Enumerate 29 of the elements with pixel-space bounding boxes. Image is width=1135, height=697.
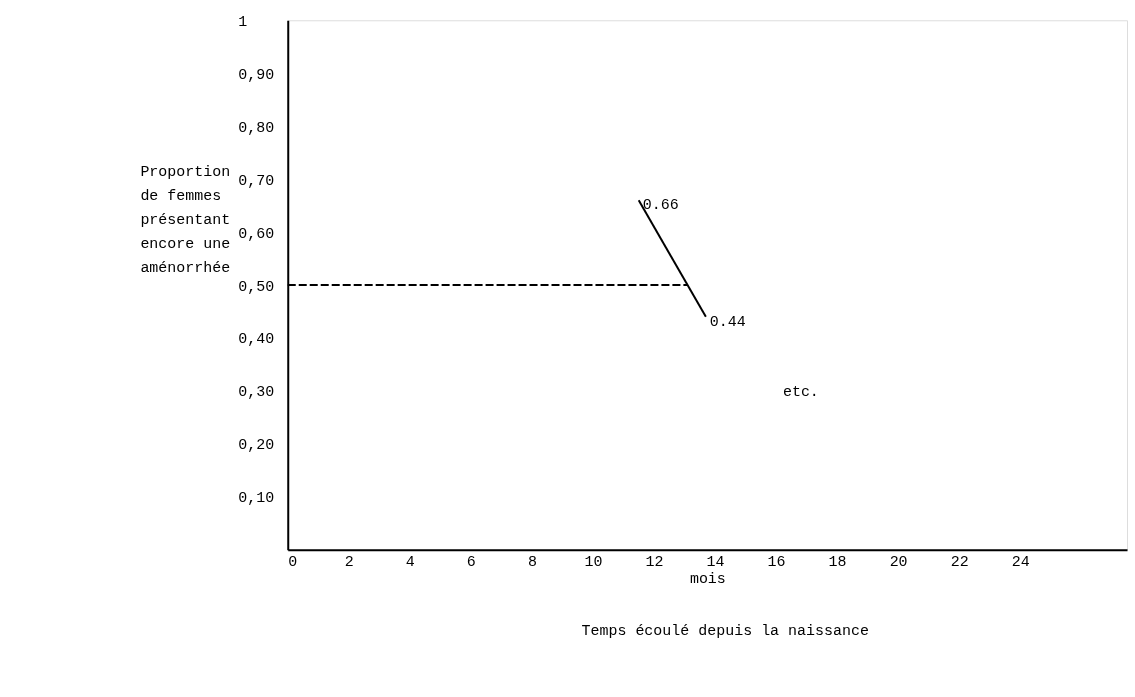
x-tick-label: 16 (767, 554, 786, 571)
x-axis-title: mois (689, 571, 726, 588)
y-tick-label: 0,50 (238, 278, 275, 295)
y-tick-label: 0,10 (238, 490, 275, 507)
y-tick-label: 0,70 (238, 172, 275, 189)
y-tick-label: 0,30 (238, 384, 275, 401)
y-tick-label: 0,80 (238, 119, 275, 136)
data-label: 0.66 (642, 197, 679, 214)
y-tick-label: 1 (238, 13, 248, 30)
y-axis-title: Proportion de femmes présentant encore une aménorrhée (140, 163, 231, 276)
text: Temps écoulé depuis la naissance (581, 622, 869, 639)
x-tick-label: 22 (950, 554, 969, 571)
x-tick-label: 24 (1011, 554, 1030, 571)
x-tick-label: 12 (645, 554, 664, 571)
x-tick-label: 20 (889, 554, 908, 571)
y-tick-label: 0,60 (238, 225, 275, 242)
y-tick-label: 0,90 (238, 66, 275, 83)
x-tick-label: 10 (584, 554, 603, 571)
x-tick-label: 14 (706, 554, 725, 571)
x-tick-label: 4 (405, 554, 415, 571)
annotation: etc. (782, 383, 819, 400)
x-tick-label: 18 (828, 554, 847, 571)
data-label: 0.44 (709, 313, 746, 330)
x-tick-label: 8 (527, 554, 537, 571)
x-tick-label: 2 (344, 554, 354, 571)
y-tick-label: 0,40 (238, 331, 275, 348)
y-tick-label: 0,20 (238, 437, 275, 454)
x-tick-label: 6 (466, 554, 476, 571)
x-tick-label: 0 (288, 554, 298, 571)
